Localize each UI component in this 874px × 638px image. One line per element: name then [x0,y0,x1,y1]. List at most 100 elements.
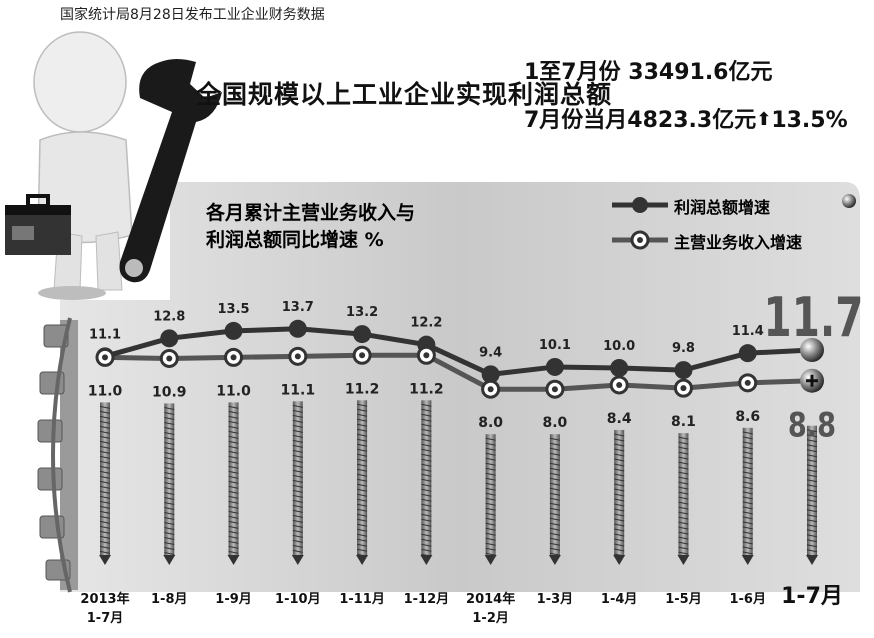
screw-thread [678,456,689,460]
screw-thread [485,497,496,501]
point-revenue-center [680,385,687,392]
data-label-profit-latest: 11.7 [764,287,864,349]
screw-thread [228,460,239,464]
screw-thread [678,496,689,500]
screw-thread [356,433,368,437]
screw-thread [164,451,175,455]
screw-thread [485,507,496,511]
screw-thread [228,450,239,454]
screw-thread [356,453,368,457]
screw-thread [99,520,111,524]
data-label-profit: 13.5 [218,302,250,317]
point-profit [160,329,179,348]
screw-shaft [614,429,625,555]
screw-thread [356,413,368,417]
screw-thread [292,509,303,513]
screw-thread [99,510,111,514]
screw-thread [678,536,689,540]
series-line-profit [104,326,813,377]
screw-thread [356,478,368,482]
screw-tip [163,555,176,565]
data-label-profit: 11.1 [89,327,121,342]
screw-thread [549,462,561,466]
screw-thread [742,471,753,475]
screw-thread [678,476,689,480]
screw-thread [549,507,561,511]
screw-shaft [421,400,432,555]
screw-thread [742,481,753,485]
screw-thread [164,551,175,555]
screw-thread [742,511,753,515]
screw-thread [678,461,689,465]
screw-tip [677,555,690,565]
screw-thread [421,498,432,502]
screw-thread [485,512,496,516]
screw-thread [292,494,303,498]
screw-tip [99,555,111,565]
screw-thread [742,461,753,465]
screw-thread [99,505,111,509]
screw-thread [678,446,689,450]
point-revenue-center [551,386,558,393]
screw-thread [164,531,175,535]
screw-thread [549,472,561,476]
screw-thread [485,472,496,476]
screw-thread [742,486,753,490]
screw-thread [292,424,303,428]
screw-thread [421,503,432,507]
screw-thread [742,531,753,535]
screw-thread [164,446,175,450]
screw-thread [742,466,753,470]
screw-thread [806,474,818,478]
screw-thread [614,513,625,517]
screw-thread [228,435,239,439]
screw-thread [614,488,625,492]
screw-thread [742,436,753,440]
screw-thread [356,403,368,407]
screw-thread [164,526,175,530]
screw-thread [549,497,561,501]
screw-thread [742,456,753,460]
stat-month-value: 7月份当月4823.3亿元 [524,108,757,133]
up-arrow-icon: ⬆ [756,109,772,130]
screw-thread [164,546,175,550]
x-tick-label: 1-2月 [472,611,509,626]
screw-thread [421,418,432,422]
screw-thread [742,441,753,445]
screw-thread [164,466,175,470]
screw-shaft [228,402,239,555]
screw-thread [99,490,111,494]
point-revenue-center [359,352,366,359]
screw-thread [742,526,753,530]
screw-thread [614,523,625,527]
screw-thread [228,495,239,499]
screw-thread [614,458,625,462]
chart-marks: 11.1 12.8 13.5 13.7 13.2 12.2 9.4 10.1 10.0 9.8 11… [80,287,863,626]
x-tick-label: 1-11月 [339,592,385,607]
screw-thread [356,523,368,527]
screw-thread [99,545,111,549]
screw-thread [99,455,111,459]
screw-thread [614,533,625,537]
screw-thread [678,451,689,455]
screw-thread [485,547,496,551]
screw-thread [678,471,689,475]
screw-thread [421,483,432,487]
screw-thread [485,462,496,466]
screw-thread [228,465,239,469]
screw-thread [356,488,368,492]
screw-thread [356,543,368,547]
screw-thread [356,438,368,442]
screw-thread [421,478,432,482]
screw-thread [742,501,753,505]
screw-thread [806,549,818,553]
screw-thread [806,544,818,548]
screw-thread [806,504,818,508]
screw-thread [228,430,239,434]
screw-thread [614,473,625,477]
point-revenue-center [423,352,430,359]
screw-thread [485,487,496,491]
screw-thread [164,456,175,460]
screw-thread [99,515,111,519]
